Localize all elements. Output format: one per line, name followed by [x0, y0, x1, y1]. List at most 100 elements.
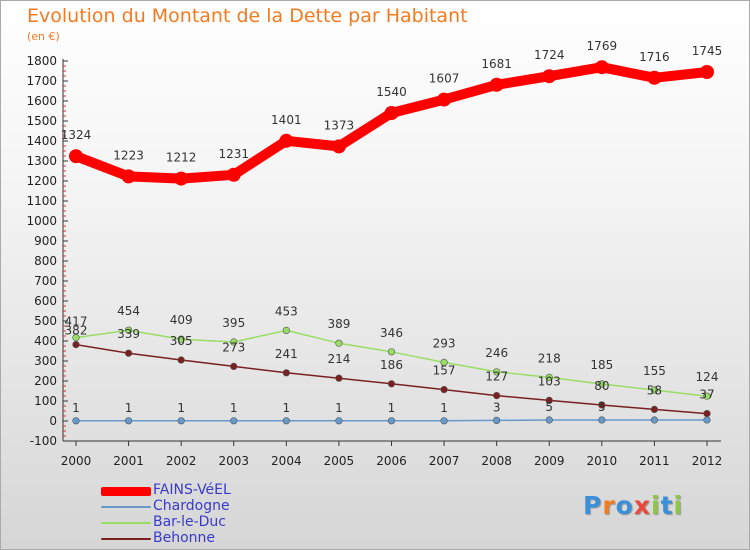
- data-label: 1716: [639, 50, 670, 64]
- data-point: [703, 392, 711, 400]
- data-label: 5: [545, 400, 553, 414]
- data-label: 127: [485, 370, 508, 384]
- x-tick-label: 2000: [61, 454, 92, 468]
- data-point: [177, 356, 185, 364]
- x-tick-label: 2010: [587, 454, 618, 468]
- data-label: 218: [538, 351, 561, 365]
- data-label: 1: [440, 401, 448, 415]
- y-tick-label: 0: [49, 414, 57, 428]
- data-point: [177, 417, 185, 425]
- data-point: [440, 358, 448, 367]
- data-point: [598, 416, 606, 424]
- data-label: 1540: [376, 85, 407, 99]
- data-label: 1212: [166, 151, 197, 165]
- data-label: 1681: [481, 57, 512, 71]
- y-tick-label: -100: [30, 434, 57, 448]
- data-label: 157: [433, 364, 456, 378]
- data-label: 1607: [429, 72, 460, 86]
- data-label: 409: [170, 313, 193, 327]
- data-label: 1724: [534, 48, 565, 62]
- data-label: 155: [643, 364, 666, 378]
- x-tick-label: 2004: [271, 454, 302, 468]
- data-point: [279, 133, 294, 148]
- y-tick-label: 1800: [26, 54, 57, 68]
- data-point: [72, 341, 80, 349]
- y-tick-label: 700: [34, 274, 57, 288]
- x-tick-label: 2002: [166, 454, 197, 468]
- data-point: [440, 386, 448, 394]
- y-tick-label: 100: [34, 394, 57, 408]
- y-tick-label: 1000: [26, 214, 57, 228]
- logo-letter: o: [615, 491, 634, 520]
- y-tick-label: 1400: [26, 134, 57, 148]
- data-label: 214: [327, 352, 350, 366]
- x-tick-label: 2009: [534, 454, 565, 468]
- data-label: 1324: [61, 128, 92, 142]
- data-point: [121, 169, 136, 184]
- data-point: [124, 349, 133, 357]
- legend-swatch: [101, 486, 151, 496]
- data-point: [493, 416, 501, 425]
- data-label: 1: [335, 401, 343, 415]
- data-point: [387, 380, 396, 388]
- data-point: [387, 348, 396, 356]
- data-label: 1223: [113, 148, 144, 162]
- logo-letter: r: [602, 491, 616, 520]
- data-label: 417: [65, 315, 88, 329]
- data-point: [282, 326, 290, 335]
- data-point: [69, 149, 83, 164]
- data-point: [650, 416, 659, 424]
- data-point: [489, 77, 504, 92]
- data-label: 1: [72, 401, 80, 415]
- data-label: 382: [65, 324, 88, 338]
- legend-swatch: [101, 538, 151, 540]
- data-point: [335, 417, 343, 425]
- logo-letter: P: [583, 491, 603, 520]
- data-label: 185: [590, 358, 613, 372]
- data-label: 186: [380, 358, 403, 372]
- data-point: [335, 374, 343, 382]
- data-label: 3: [493, 400, 501, 414]
- data-point: [542, 69, 557, 84]
- x-tick-label: 2001: [113, 454, 144, 468]
- data-point: [594, 60, 609, 75]
- data-point: [226, 167, 241, 182]
- proxiti-logo: Proxiti: [583, 491, 683, 520]
- data-label: 1: [283, 401, 291, 415]
- data-point: [282, 417, 290, 425]
- data-point: [437, 92, 452, 107]
- data-label: 1769: [587, 39, 618, 53]
- y-tick-label: 1300: [26, 154, 57, 168]
- x-tick-label: 2007: [429, 454, 460, 468]
- data-point: [493, 368, 501, 376]
- legend-swatch: [101, 522, 151, 524]
- chart-title: Evolution du Montant de la Dette par Hab…: [27, 5, 468, 27]
- data-label: 103: [538, 374, 561, 388]
- data-label: 1373: [324, 118, 355, 132]
- data-label: 37: [699, 388, 714, 402]
- y-tick-label: 800: [34, 254, 57, 268]
- y-tick-label: 300: [34, 354, 57, 368]
- data-label: 241: [275, 347, 298, 361]
- logo-letter: i: [673, 491, 684, 520]
- data-label: 454: [117, 304, 140, 318]
- data-label: 273: [222, 340, 245, 354]
- legend-label: Chardogne: [153, 498, 230, 514]
- data-point: [440, 417, 448, 425]
- y-tick-label: 600: [34, 294, 57, 308]
- y-tick-label: 1700: [26, 74, 57, 88]
- data-label: 1: [177, 401, 185, 415]
- data-point: [230, 338, 238, 346]
- data-point: [598, 380, 606, 388]
- data-point: [72, 417, 80, 425]
- data-label: 246: [485, 346, 508, 360]
- y-tick-label: 200: [34, 374, 57, 388]
- legend-label: Behonne: [153, 530, 216, 546]
- data-label: 346: [380, 326, 403, 340]
- data-label: 395: [222, 316, 245, 330]
- legend-label: Bar-le-Duc: [153, 514, 227, 530]
- legend-swatch: [101, 506, 151, 508]
- data-label: 293: [433, 336, 456, 350]
